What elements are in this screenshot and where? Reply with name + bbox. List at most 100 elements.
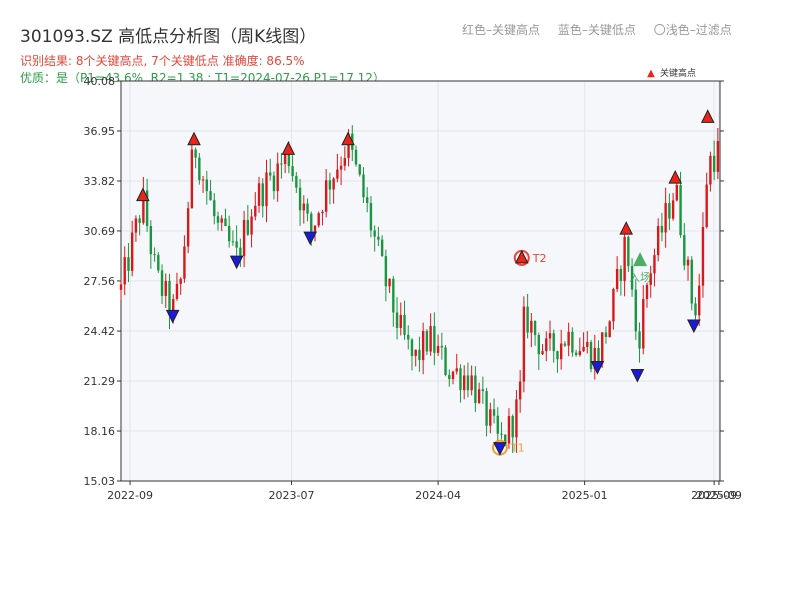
candle-body [698,285,701,316]
candle-body [179,278,182,284]
candle-body [459,368,462,391]
candle-body [418,349,421,361]
candle-body [470,375,473,391]
candle-body [175,283,179,299]
candle-body [388,278,391,287]
candle-body [283,152,287,164]
result-summary: 识别结果: 8个关键高点, 7个关键低点 准确度: 86.5% [20,54,305,68]
candle-body [530,320,533,333]
candle-body [567,331,570,346]
candle-body [366,197,369,204]
candle-body [269,172,272,176]
y-tick-label: 18.16 [84,425,116,438]
candle-body [194,149,197,158]
candle-body [522,306,526,382]
candle-body [664,203,667,233]
x-tick-label: 2025-09 [691,489,737,502]
candle-body [701,227,705,286]
candle-body [313,225,317,232]
candle-body [589,342,593,370]
candle-body [172,298,175,316]
candle-body [328,180,332,190]
candle-body [205,179,208,192]
candle-body [343,158,347,166]
candle-body [507,416,511,444]
candle-body [324,180,328,212]
candle-body [201,179,205,181]
high-marker [514,249,529,264]
legend-filtered: △ 过滤点 [646,106,687,119]
candle-body [186,208,190,247]
candle-body [317,213,320,226]
candle-body [556,351,559,360]
candle-body [227,226,231,242]
candle-body [645,284,649,300]
top-legend-filtered: 〇浅色–过滤点 [653,23,732,37]
entry-label: 入场 [629,270,651,284]
candle-body [462,375,466,391]
candle-body [254,205,257,217]
y-tick-label: 27.56 [84,275,116,288]
candle-body [377,236,380,240]
candle-body [686,259,690,266]
candle-body [265,172,268,207]
candle-body [642,299,645,349]
high-marker [281,141,296,155]
top-legend-low: 蓝色–关键低点 [557,23,636,37]
candle-body [183,246,186,279]
high-marker-ring [513,249,530,266]
candle-body [653,255,656,274]
x-tick-label: 2023-07 [269,489,315,502]
candle-body [623,236,626,281]
candle-body [134,218,138,233]
candle-body [298,187,302,211]
candle-body [444,347,447,375]
candle-body [198,157,201,181]
candle-body [679,185,682,236]
low-marker [493,442,507,456]
candle-body [671,200,675,219]
candle-body [716,141,720,172]
candle-body [339,165,343,170]
candle-body [310,213,313,232]
legend-high: ▲ 关键高点 [646,66,696,79]
quality-summary: 优质：是（P1=43.6%, R2=1.38 ; T1=2024-07-26 P… [20,71,385,85]
high-marker [668,169,683,184]
candle-body [250,216,253,235]
candle-body [500,433,503,435]
candle-body [306,203,309,214]
low-marker [229,255,244,270]
candle-body [239,247,242,257]
candle-body [545,338,548,352]
candle-body [246,219,250,235]
candle-body [395,312,399,328]
candle-body [354,149,358,165]
legend-filtered-label: 过滤点 [660,109,688,119]
candle-body [451,371,455,380]
y-tick-label: 36.95 [84,125,116,138]
candle-body [668,203,671,219]
candle-body [414,349,417,356]
candle-body [474,375,477,404]
candle-body [504,434,507,444]
candle-body [619,268,623,281]
candle-body [213,200,216,217]
candle-body [392,278,395,313]
candle-body [216,216,220,223]
candle-body [272,175,276,192]
candle-body [231,241,235,243]
low-marker [590,361,605,375]
high-marker [700,109,715,123]
low-marker-label: T1 [510,442,525,455]
y-tick-label: 33.82 [84,175,116,188]
candle-body [145,190,149,227]
candle-body [649,273,652,285]
x-tick-label: 2025-01 [562,489,608,502]
candle-body [425,331,429,352]
candle-body [224,218,227,227]
candle-body [168,280,171,316]
candle-body [604,332,608,337]
candle-body [660,226,664,233]
candle-body [627,236,630,267]
candle-body [433,326,436,353]
